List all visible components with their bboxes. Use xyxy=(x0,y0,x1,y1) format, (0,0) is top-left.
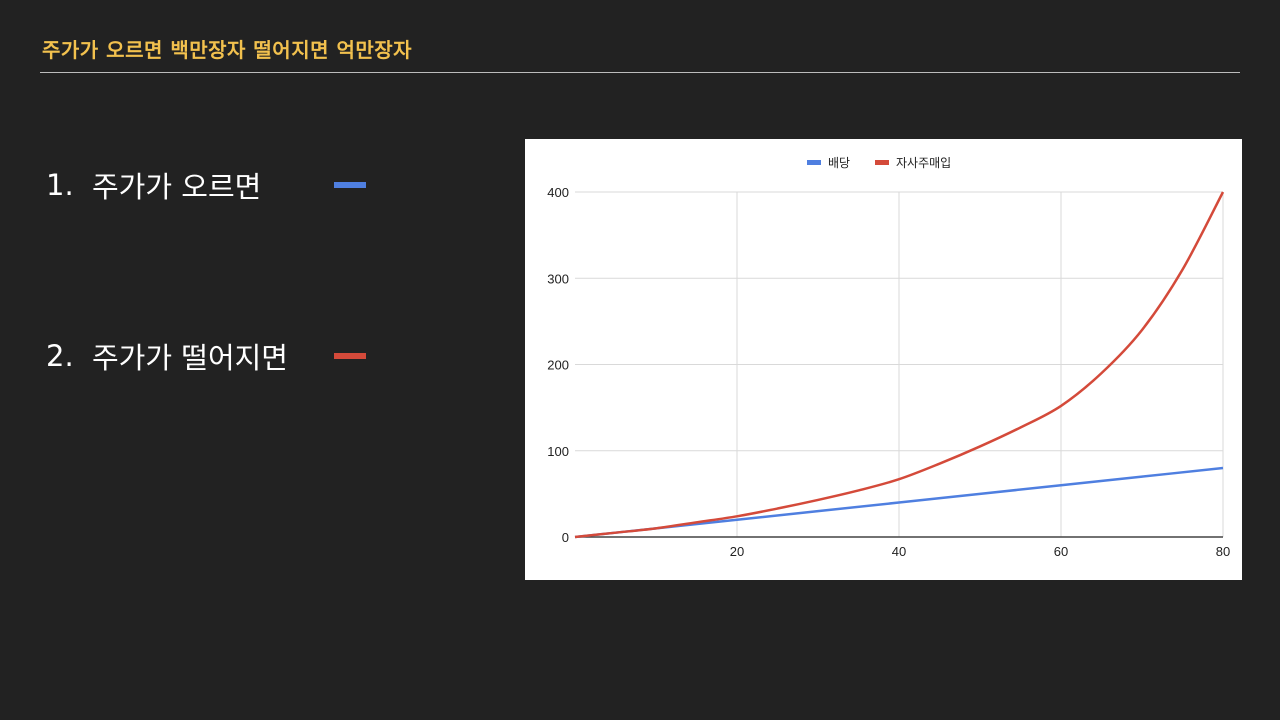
legend-label: 배당 xyxy=(828,156,850,170)
y-tick-label: 300 xyxy=(547,271,569,286)
point-item-fall: 2. 주가가 떨어지면 xyxy=(46,335,366,377)
x-tick-label: 40 xyxy=(892,544,906,559)
chart-series xyxy=(574,191,1225,539)
x-tick-label: 20 xyxy=(730,544,744,559)
y-tick-label: 100 xyxy=(547,444,569,459)
title-divider xyxy=(40,72,1240,73)
chart-svg: 0 100 200 300 400 20 40 60 80 배당 자사주매입 xyxy=(547,156,1230,559)
y-tick-label: 0 xyxy=(562,530,569,545)
legend-swatch xyxy=(807,160,821,165)
y-tick-label: 400 xyxy=(547,185,569,200)
chart-legend: 배당 자사주매입 xyxy=(807,156,951,170)
x-tick-label: 60 xyxy=(1054,544,1068,559)
blue-line-swatch xyxy=(334,182,366,188)
point-text: 주가가 떨어지면 xyxy=(92,341,288,375)
x-tick-label: 80 xyxy=(1216,544,1230,559)
x-axis-ticks: 20 40 60 80 xyxy=(730,544,1230,559)
point-number: 2. xyxy=(46,339,74,373)
legend-swatch xyxy=(875,160,889,165)
line-chart: 0 100 200 300 400 20 40 60 80 배당 자사주매입 xyxy=(525,139,1242,580)
series-line-buyback xyxy=(574,191,1225,539)
legend-label: 자사주매입 xyxy=(896,156,951,170)
point-text: 주가가 오르면 xyxy=(92,170,262,204)
point-number: 1. xyxy=(46,168,74,202)
y-tick-label: 200 xyxy=(547,358,569,373)
slide-title: 주가가 오르면 백만장자 떨어지면 억만장자 xyxy=(42,38,413,62)
y-axis-ticks: 0 100 200 300 400 xyxy=(547,185,569,545)
chart-grid xyxy=(575,191,1224,538)
point-item-rise: 1. 주가가 오르면 xyxy=(46,164,366,206)
red-line-swatch xyxy=(334,353,366,359)
